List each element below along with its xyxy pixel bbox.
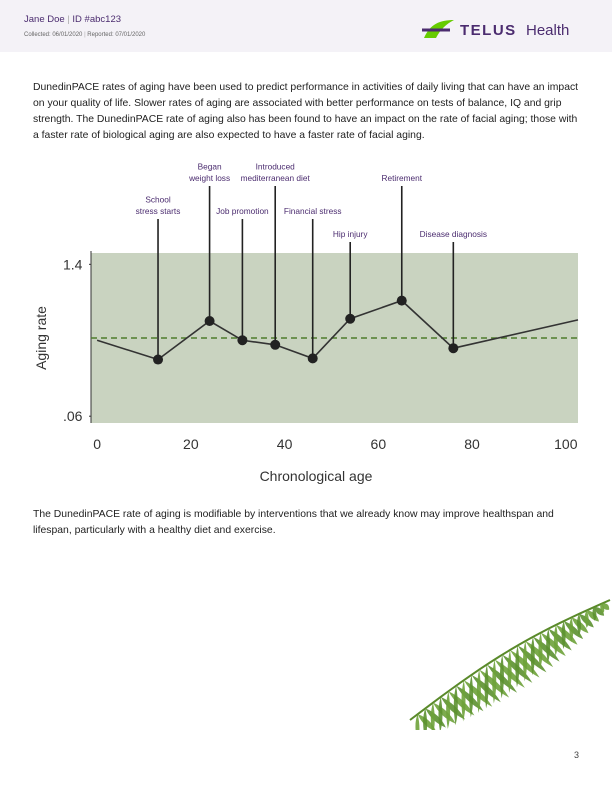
fern-leaf [453, 685, 458, 726]
annotation-label: Financial stress [284, 206, 342, 216]
fern-leaf [515, 645, 520, 688]
fern-leaf [446, 691, 451, 729]
fern-leaf [499, 654, 504, 699]
fern-leaf [476, 669, 481, 714]
data-point [270, 339, 281, 350]
logo: TELUS Health [422, 20, 569, 39]
x-tick-label: 20 [183, 436, 199, 452]
logo-suffix: Health [526, 22, 569, 39]
data-point [153, 354, 164, 365]
x-axis-label: Chronological age [260, 468, 373, 484]
annotation-label: Disease diagnosis [420, 229, 487, 239]
annotation-label: Job promotion [216, 206, 269, 216]
x-tick-label: 80 [464, 436, 480, 452]
fern-leaf [602, 603, 610, 610]
annotation-label: Retirement [381, 173, 422, 183]
x-tick-label: 100 [554, 436, 578, 452]
fern-leaf [423, 708, 428, 730]
data-point [345, 313, 356, 324]
fern-leaf [586, 610, 599, 622]
fern-leaf [523, 641, 528, 682]
x-tick-label: 40 [277, 436, 293, 452]
fern-leaf [584, 610, 589, 628]
fern-leaf [538, 632, 543, 670]
fern-leaf [577, 613, 582, 635]
intro-paragraph: DunedinPACE rates of aging have been use… [33, 82, 579, 141]
closing-paragraph: The DunedinPACE rate of aging is modifia… [33, 509, 554, 536]
annotation-label: weight loss [188, 173, 230, 183]
chart: 1.4 .06 0 20 40 60 80 100 Chronological age Aging… [33, 162, 579, 484]
y-tick-label: 1.4 [63, 256, 83, 272]
fern-leaf [546, 628, 551, 663]
patient: Jane Doe | ID #abc123 [24, 14, 122, 25]
x-tick-label: 60 [371, 436, 387, 452]
annotation-label: Began [198, 162, 222, 172]
data-point [237, 335, 248, 346]
collected: Collected: 06/01/2020 [24, 32, 83, 38]
reported: Reported: 07/01/2020 [87, 32, 146, 38]
y-tick-label: .06 [63, 408, 83, 424]
fern-leaf [415, 714, 420, 730]
fern-leaf [507, 650, 512, 693]
fern-leaf [430, 702, 435, 730]
fern-illustration [409, 599, 611, 730]
data-line [96, 299, 579, 361]
x-tick-label: 0 [93, 436, 101, 452]
data-point [396, 295, 407, 306]
dates: Collected: 06/01/2020 | Reported: 07/01/… [24, 32, 146, 38]
header: Jane Doe | ID #abc123 Collected: 06/01/2… [0, 0, 612, 52]
fern-leaf [563, 621, 584, 640]
fern-leaf [594, 606, 605, 616]
fern-leaf [569, 617, 574, 643]
fern-leaf [561, 621, 566, 650]
annotation-label: School [145, 195, 171, 205]
annotation-label: stress starts [136, 206, 181, 216]
annotation-label: Hip injury [333, 229, 368, 239]
data-point [307, 353, 318, 364]
fern-leaf [530, 636, 535, 676]
fern-leaf [461, 680, 466, 722]
patient-name: Jane Doe [24, 14, 65, 25]
annotation-label: Introduced [256, 162, 296, 172]
annotation-label: mediterranean diet [241, 173, 311, 183]
logo-brand: TELUS [460, 22, 517, 39]
fern-leaf [553, 624, 558, 656]
data-point [204, 316, 215, 326]
patient-id: ID #abc123 [72, 14, 122, 25]
page-number: 3 [574, 750, 580, 760]
fern-leaf [492, 659, 497, 704]
y-axis-label: Aging rate [33, 306, 49, 370]
fern-leaf [438, 696, 443, 730]
fern-leaf [469, 674, 474, 718]
fern-leaf [556, 624, 578, 645]
fern-leaf [484, 664, 489, 709]
data-point [448, 343, 459, 354]
